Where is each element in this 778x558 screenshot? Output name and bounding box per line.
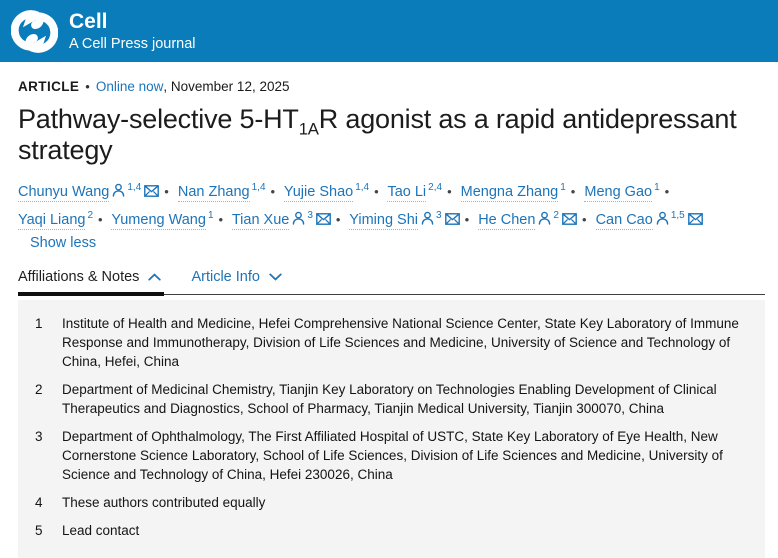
author-separator: • (447, 183, 452, 199)
article-meta: ARTICLE • Online now , November 12, 2025 (18, 79, 765, 94)
title-post: R agonist as a rapid antidepressant stra… (18, 104, 737, 165)
author-superscript: 1,5 (670, 209, 685, 221)
affiliation-number: 5 (35, 522, 43, 538)
affiliation-text: Institute of Health and Medicine, Hefei … (62, 315, 739, 369)
author-separator: • (664, 183, 670, 199)
author: Yaqi Liang 2 • (18, 209, 108, 230)
journal-brand: Cell A Cell Press journal (69, 9, 196, 52)
affiliation-text: Department of Ophthalmology, The First A… (62, 428, 723, 482)
author-link[interactable]: Yumeng Wang (111, 211, 206, 230)
author-superscript: 2,4 (428, 182, 443, 193)
journal-name[interactable]: Cell (69, 9, 108, 33)
author-link[interactable]: Yujie Shao (283, 183, 354, 202)
author-superscript: 1,4 (355, 182, 370, 193)
author-link[interactable]: Chunyu Wang (18, 183, 110, 202)
affiliation-number: 1 (35, 315, 43, 331)
author-separator: • (218, 211, 224, 227)
tab-affiliations-label: Affiliations & Notes (18, 268, 140, 285)
publication-date: , November 12, 2025 (163, 79, 290, 94)
author-separator: • (164, 183, 169, 199)
author: He Chen 2 • (478, 209, 591, 230)
author-link[interactable]: He Chen (478, 211, 536, 230)
author-superscript: 1 (207, 209, 214, 221)
author: Yujie Shao 1,4 • (283, 182, 384, 202)
online-now-link[interactable]: Online now (95, 79, 164, 94)
journal-tagline: A Cell Press journal (69, 35, 196, 52)
affiliation-text: These authors contributed equally (62, 494, 266, 510)
person-icon[interactable] (538, 211, 551, 225)
author: Yumeng Wang 1 • (111, 209, 228, 230)
affiliation-text: Department of Medicinal Chemistry, Tianj… (62, 381, 717, 416)
affiliation-row: 1 Institute of Health and Medicine, Hefe… (35, 314, 745, 371)
author-separator: • (270, 183, 276, 199)
show-less-link[interactable]: Show less (30, 234, 97, 251)
author-superscript: 3 (307, 209, 313, 221)
envelope-icon[interactable] (562, 212, 577, 225)
affiliation-number: 2 (35, 381, 43, 397)
author-list: Chunyu Wang 1,4 • Nan Zhang 1,4 • Yujie Shao… (18, 176, 765, 255)
author-link[interactable]: Tian Xue (231, 211, 290, 230)
author-superscript: 1,4 (251, 182, 266, 193)
meta-separator: • (85, 79, 90, 94)
person-icon[interactable] (292, 211, 305, 225)
affiliation-row: 5 Lead contact (35, 521, 745, 540)
affiliation-number: 4 (35, 494, 43, 510)
author-link[interactable]: Meng Gao (584, 183, 653, 202)
tab-article-info-label: Article Info (191, 268, 260, 285)
article-type-label: ARTICLE (18, 79, 80, 94)
author-link[interactable]: Tao Li (387, 183, 427, 202)
author-link[interactable]: Can Cao (595, 211, 653, 230)
envelope-icon[interactable] (316, 212, 331, 225)
author: Mengna Zhang 1 • (460, 182, 581, 202)
author: Meng Gao 1 • (584, 182, 674, 202)
person-icon[interactable] (421, 211, 434, 225)
title-subscript: 1A (298, 119, 319, 139)
author: Yiming Shi 3 • (349, 209, 474, 230)
author-separator: • (464, 211, 470, 227)
journal-header: Cell A Cell Press journal (0, 0, 778, 62)
author-superscript: 1,4 (127, 182, 142, 193)
chevron-down-icon (269, 273, 282, 281)
affiliation-text: Lead contact (62, 522, 140, 538)
author-link[interactable]: Mengna Zhang (460, 183, 559, 202)
person-icon[interactable] (656, 211, 669, 225)
tab-affiliations-notes[interactable]: Affiliations & Notes (18, 268, 165, 296)
envelope-icon[interactable] (687, 212, 703, 225)
author: Tian Xue 3 • (231, 209, 346, 230)
cellpress-logo-icon[interactable] (10, 8, 59, 55)
author-link[interactable]: Yiming Shi (349, 211, 419, 230)
affiliations-panel: 1 Institute of Health and Medicine, Hefe… (18, 299, 765, 558)
affiliation-row: 4 These authors contributed equally (35, 493, 745, 512)
author: Tao Li 2,4 • (387, 182, 456, 202)
article-title: Pathway-selective 5-HT1AR agonist as a r… (18, 104, 765, 166)
author-separator: • (98, 211, 103, 227)
author: Nan Zhang 1,4 • (177, 182, 280, 202)
author-separator: • (374, 183, 379, 199)
title-pre: Pathway-selective 5-HT (18, 104, 299, 134)
author: Chunyu Wang 1,4 • (18, 182, 174, 202)
envelope-icon[interactable] (444, 212, 460, 225)
author-separator: • (570, 183, 576, 199)
chevron-up-icon (148, 273, 162, 281)
envelope-icon[interactable] (144, 184, 160, 197)
author-link[interactable]: Nan Zhang (177, 183, 250, 202)
affiliation-row: 3 Department of Ophthalmology, The First… (35, 427, 745, 484)
affiliation-row: 2 Department of Medicinal Chemistry, Tia… (35, 380, 745, 418)
author-superscript: 3 (436, 209, 442, 221)
author-superscript: 1 (654, 182, 660, 193)
author-superscript: 2 (87, 209, 94, 221)
author: Can Cao 1,5 (595, 209, 703, 230)
author-separator: • (581, 211, 587, 227)
author-separator: • (335, 211, 341, 227)
author-superscript: 1 (560, 182, 566, 193)
article-tabs: Affiliations & Notes Article Info (18, 268, 765, 296)
affiliation-number: 3 (35, 428, 43, 444)
person-icon[interactable] (112, 183, 125, 197)
author-link[interactable]: Yaqi Liang (18, 211, 86, 230)
tab-article-info[interactable]: Article Info (191, 269, 282, 294)
article-content: ARTICLE • Online now , November 12, 2025… (0, 79, 778, 558)
author-superscript: 2 (553, 209, 559, 221)
